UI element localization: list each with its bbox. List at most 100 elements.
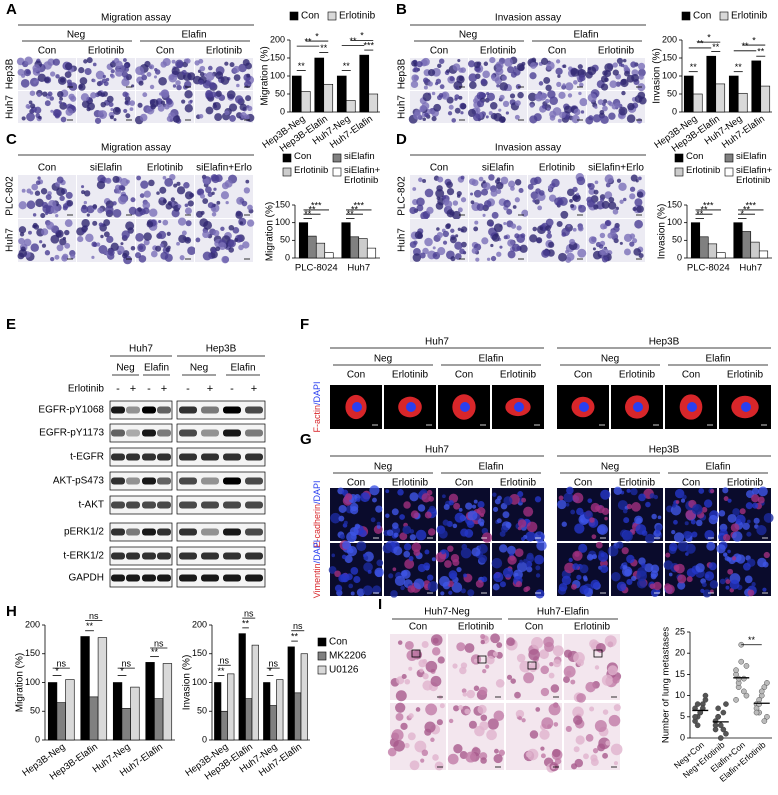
cell bbox=[408, 556, 414, 561]
cell bbox=[432, 754, 439, 761]
cell bbox=[577, 225, 584, 232]
cell bbox=[452, 523, 458, 529]
cell bbox=[448, 104, 454, 110]
cell bbox=[442, 230, 450, 238]
cell bbox=[427, 69, 436, 77]
cell bbox=[578, 543, 588, 553]
row-label: PLC-802 bbox=[5, 176, 16, 216]
significance-label: * bbox=[55, 666, 59, 676]
data-point bbox=[758, 688, 765, 695]
blot-band bbox=[223, 477, 241, 485]
significance-label: ** bbox=[696, 38, 704, 48]
blot-frame bbox=[109, 568, 173, 588]
bar bbox=[121, 708, 131, 741]
cell bbox=[138, 80, 144, 86]
blot-band bbox=[245, 453, 263, 461]
cell bbox=[564, 105, 573, 114]
cell bbox=[430, 675, 442, 687]
cell bbox=[110, 242, 119, 251]
bar bbox=[707, 243, 718, 259]
column-label: Erlotinib bbox=[619, 370, 656, 381]
cell bbox=[525, 561, 533, 568]
cell bbox=[471, 247, 478, 254]
blot-frame bbox=[176, 400, 266, 420]
cell bbox=[94, 117, 102, 124]
cell bbox=[535, 565, 541, 571]
cell bbox=[362, 585, 373, 596]
cell bbox=[622, 530, 633, 542]
y-axis-label: Invasion (%) bbox=[657, 204, 668, 260]
cell bbox=[65, 191, 73, 199]
cell bbox=[557, 74, 561, 78]
cell bbox=[460, 197, 467, 203]
cell bbox=[427, 574, 434, 581]
bar bbox=[276, 679, 284, 741]
cell bbox=[491, 211, 499, 219]
cell bbox=[529, 730, 539, 739]
cell bbox=[496, 84, 500, 88]
cell bbox=[159, 186, 167, 194]
cell bbox=[614, 102, 621, 108]
cell bbox=[517, 526, 522, 531]
cell bbox=[708, 514, 718, 525]
cell bbox=[55, 213, 59, 218]
cell bbox=[213, 229, 220, 237]
y-tick-label: 50 bbox=[280, 235, 290, 245]
data-point bbox=[694, 722, 701, 729]
cell bbox=[626, 578, 633, 586]
cell bbox=[427, 81, 433, 87]
blot-frame bbox=[109, 495, 173, 515]
cell bbox=[177, 204, 182, 209]
cell bbox=[573, 715, 583, 725]
cell bbox=[558, 252, 567, 262]
bar bbox=[214, 682, 222, 741]
cell bbox=[86, 57, 93, 64]
cell bbox=[516, 653, 526, 663]
cell bbox=[360, 492, 371, 503]
cell bbox=[576, 574, 582, 580]
cell bbox=[555, 67, 563, 75]
data-point bbox=[692, 714, 698, 720]
cell bbox=[457, 207, 463, 213]
cell bbox=[677, 574, 687, 584]
cell bbox=[422, 673, 429, 680]
cell bbox=[159, 197, 164, 201]
blot-band bbox=[111, 406, 125, 414]
cell bbox=[585, 116, 594, 125]
cell bbox=[585, 681, 596, 693]
cell bbox=[480, 757, 487, 764]
cell bbox=[400, 585, 405, 591]
column-label: Con bbox=[455, 478, 473, 489]
bar bbox=[56, 702, 66, 741]
cell bbox=[701, 506, 708, 513]
y-tick-label: 0 bbox=[202, 734, 207, 744]
cell bbox=[171, 66, 180, 76]
bar bbox=[716, 252, 726, 259]
cell bbox=[587, 66, 597, 76]
cell bbox=[636, 118, 643, 124]
cell bbox=[499, 581, 506, 588]
cell bbox=[468, 720, 477, 729]
cell bbox=[539, 226, 544, 231]
cell bbox=[346, 573, 353, 581]
cell bbox=[446, 187, 455, 196]
significance-label: ** bbox=[218, 666, 226, 676]
cell bbox=[695, 519, 703, 527]
cell bbox=[376, 521, 381, 526]
cell bbox=[214, 113, 223, 122]
cell bbox=[467, 60, 476, 68]
cell bbox=[673, 532, 685, 543]
cell bbox=[651, 513, 657, 520]
cell bbox=[184, 80, 192, 89]
cell bbox=[586, 199, 595, 208]
cell bbox=[570, 679, 576, 685]
cell bbox=[535, 93, 541, 99]
cell-line-label: Hep3B bbox=[206, 344, 237, 355]
cell bbox=[677, 540, 689, 552]
legend-swatch bbox=[674, 167, 684, 177]
cell bbox=[480, 639, 485, 645]
cell bbox=[92, 204, 98, 209]
cell bbox=[561, 521, 567, 527]
blot-band bbox=[126, 429, 140, 437]
bar bbox=[733, 222, 743, 259]
